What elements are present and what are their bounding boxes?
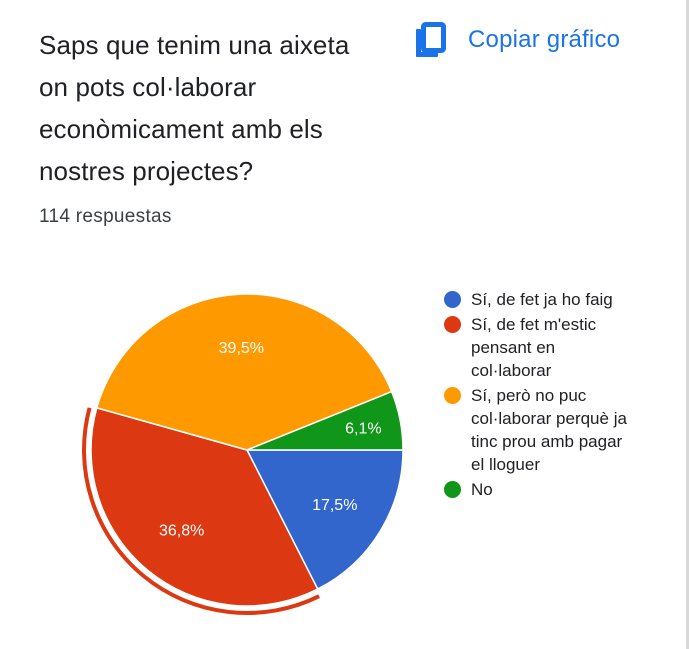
legend-item[interactable]: No bbox=[444, 478, 644, 501]
legend-swatch bbox=[444, 481, 461, 498]
legend-label-line: Sí, però no puc bbox=[471, 386, 587, 405]
pie-slice[interactable] bbox=[95, 293, 393, 451]
legend-swatch bbox=[444, 316, 461, 333]
copy-chart-button[interactable]: Copiar gráfico bbox=[412, 20, 620, 60]
copy-chart-label: Copiar gráfico bbox=[468, 26, 621, 53]
slice-highlight-ring bbox=[82, 407, 320, 615]
pie-slice[interactable] bbox=[90, 406, 319, 607]
card-edge-divider bbox=[686, 0, 689, 649]
question-title: Saps que tenim una aixeta on pots col·la… bbox=[39, 24, 399, 192]
slice-data-label: 39,5% bbox=[219, 340, 264, 357]
legend-label: Sí, de fet ja ho faig bbox=[471, 288, 613, 311]
slice-data-label: 6,1% bbox=[345, 420, 381, 437]
question-title-line: nostres projectes? bbox=[39, 156, 254, 186]
legend-item[interactable]: Sí, de fet m'estic pensant en col·laborar bbox=[444, 313, 644, 382]
legend-swatch bbox=[444, 387, 461, 404]
legend-label: Sí, però no puc col·laborar perquè ja tinc… bbox=[471, 384, 627, 476]
legend-label-line: No bbox=[471, 480, 493, 499]
legend-label-line: col·laborar perquè ja bbox=[471, 409, 627, 428]
question-title-line: econòmicament amb els bbox=[39, 114, 323, 144]
legend-label-line: pensant en bbox=[471, 338, 556, 357]
pie-slice[interactable] bbox=[245, 449, 404, 591]
legend-label: Sí, de fet m'estic pensant en col·laborar bbox=[471, 313, 596, 382]
response-count: 114 respuestas bbox=[39, 206, 172, 227]
legend-label-line: Sí, de fet m'estic bbox=[471, 315, 597, 334]
slice-data-label: 17,5% bbox=[312, 497, 357, 514]
legend-label-line: col·laborar bbox=[471, 361, 552, 380]
question-title-line: on pots col·laborar bbox=[39, 72, 257, 102]
legend-label-line: el lloguer bbox=[471, 455, 540, 474]
question-title-line: Saps que tenim una aixeta bbox=[39, 30, 350, 60]
legend-item[interactable]: Sí, de fet ja ho faig bbox=[444, 288, 644, 311]
legend-item[interactable]: Sí, però no puc col·laborar perquè ja tinc… bbox=[444, 384, 644, 476]
legend-label: No bbox=[471, 478, 493, 501]
pie-slice[interactable] bbox=[246, 390, 404, 451]
copy-icon bbox=[412, 20, 448, 60]
legend-label-line: Sí, de fet ja ho faig bbox=[471, 290, 613, 309]
slice-data-label: 36,8% bbox=[159, 523, 204, 540]
legend-label-line: tinc prou amb pagar bbox=[471, 432, 623, 451]
chart-legend: Sí, de fet ja ho faig Sí, de fet m'estic p… bbox=[444, 288, 644, 503]
legend-swatch bbox=[444, 291, 461, 308]
